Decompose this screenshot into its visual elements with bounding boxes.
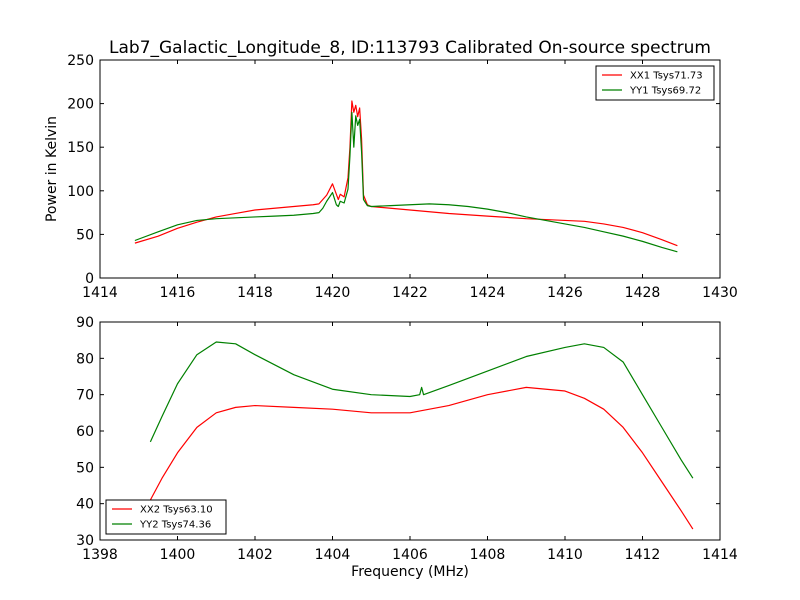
y-tick-label: 150: [67, 140, 94, 156]
legend-label: XX1 Tsys71.73: [630, 71, 703, 82]
x-tick-label: 1422: [392, 285, 428, 301]
x-tick-label: 1414: [82, 285, 118, 301]
series-line-2-2: [149, 341, 694, 479]
legend-label: XX2 Tsys63.10: [140, 505, 213, 516]
y-axis-label: Power in Kelvin: [44, 116, 60, 222]
x-tick-label: 1410: [547, 547, 583, 563]
x-tick-label: 1406: [392, 547, 428, 563]
y-tick-label: 80: [76, 351, 94, 367]
x-tick-label: 1420: [315, 285, 351, 301]
x-tick-label: 1402: [237, 547, 273, 563]
top-axes: 1414 1416 1418 1420 1422 1424 1426 1428 1430 0 50 1…: [44, 53, 738, 301]
y-tick-label: 200: [67, 97, 94, 113]
x-tick-label: 1430: [702, 285, 738, 301]
series-line-1-2: [134, 111, 678, 253]
y-tick-label: 250: [67, 53, 94, 69]
y-tick-label: 30: [76, 533, 94, 549]
bottom-axes: 1398 1400 1402 1404 1406 1408 1410 1412 1414 30 40…: [76, 315, 738, 580]
legend-label: YY2 Tsys74.36: [139, 520, 211, 531]
legend: XX1 Tsys71.73 YY1 Tsys69.72: [595, 65, 715, 101]
series-line-2-1: [149, 386, 694, 530]
x-axis-label: Frequency (MHz): [351, 564, 469, 580]
y-tick-label: 90: [76, 315, 94, 331]
y-tick-label: 70: [76, 388, 94, 404]
x-tick-label: 1414: [702, 547, 738, 563]
x-tick-label: 1398: [82, 547, 118, 563]
x-tick-label: 1404: [315, 547, 351, 563]
legend-box: [105, 499, 227, 535]
x-tick-label: 1416: [160, 285, 196, 301]
x-tick-label: 1400: [160, 547, 196, 563]
y-tick-label: 50: [76, 460, 94, 476]
legend-label: YY1 Tsys69.72: [629, 86, 701, 97]
legend-box: [595, 65, 715, 101]
y-tick-label: 0: [85, 271, 94, 287]
x-tick-label: 1418: [237, 285, 273, 301]
y-tick-label: 60: [76, 424, 94, 440]
x-tick-label: 1426: [547, 285, 583, 301]
figure-title: Lab7_Galactic_Longitude_8, ID:113793 Cal…: [109, 38, 711, 58]
y-tick-label: 40: [76, 497, 94, 513]
y-tick-label: 50: [76, 227, 94, 243]
y-tick-label: 100: [67, 184, 94, 200]
x-tick-label: 1428: [625, 285, 661, 301]
x-tick-label: 1424: [470, 285, 506, 301]
x-tick-label: 1408: [470, 547, 506, 563]
legend: XX2 Tsys63.10 YY2 Tsys74.36: [105, 499, 227, 535]
x-tick-label: 1412: [625, 547, 661, 563]
